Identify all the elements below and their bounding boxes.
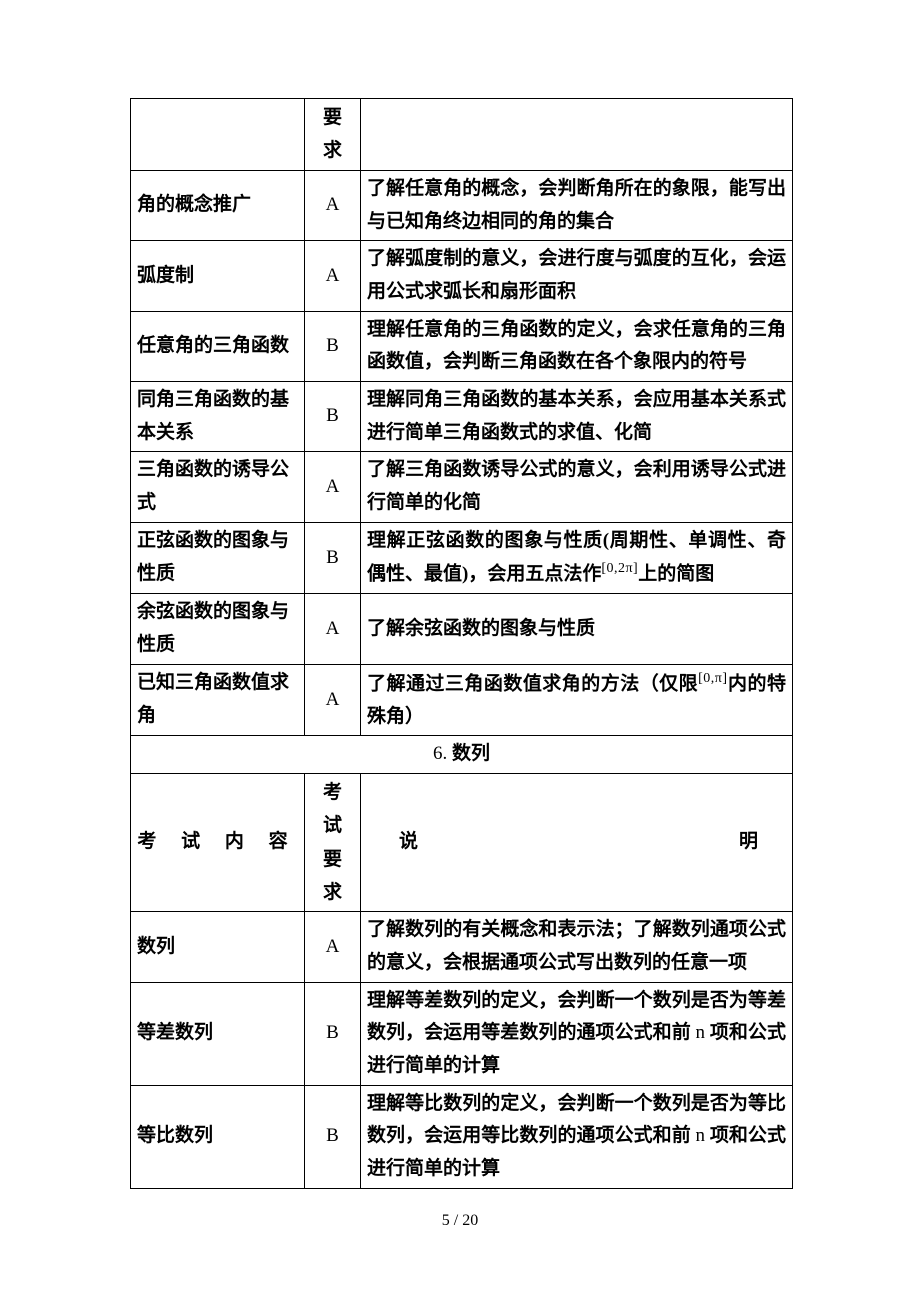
header-requirement: 要求 (305, 99, 361, 171)
section-header: 6. 数列 (131, 736, 793, 774)
syllabus-tbody: 要求角的概念推广A了解任意角的概念，会判断角所在的象限，能写出与已知角终边相同的… (131, 99, 793, 1189)
page-total: 20 (462, 1212, 478, 1229)
table-row: 要求 (131, 99, 793, 171)
requirement-cell: A (305, 664, 361, 736)
table-row: 角的概念推广A了解任意角的概念，会判断角所在的象限，能写出与已知角终边相同的角的… (131, 170, 793, 240)
requirement-cell: A (305, 170, 361, 240)
description-cell: 了解余弦函数的图象与性质 (361, 594, 793, 664)
topic-cell: 等差数列 (131, 982, 305, 1085)
table-row: 考 试 内 容考试要求说明 (131, 774, 793, 912)
table-row: 任意角的三角函数B理解任意角的三角函数的定义，会求任意角的三角函数值，会判断三角… (131, 311, 793, 381)
description-cell: 了解数列的有关概念和表示法；了解数列通项公式的意义，会根据通项公式写出数列的任意… (361, 912, 793, 982)
topic-cell: 角的概念推广 (131, 170, 305, 240)
topic-cell: 正弦函数的图象与性质 (131, 522, 305, 594)
description-cell: 理解任意角的三角函数的定义，会求任意角的三角函数值，会判断三角函数在各个象限内的… (361, 311, 793, 381)
table-row: 同角三角函数的基本关系B理解同角三角函数的基本关系，会应用基本关系式进行简单三角… (131, 381, 793, 451)
table-row: 等比数列B理解等比数列的定义，会判断一个数列是否为等比数列，会运用等比数列的通项… (131, 1085, 793, 1188)
table-row: 三角函数的诱导公式A了解三角函数诱导公式的意义，会利用诱导公式进行简单的化简 (131, 452, 793, 522)
description-cell: 了解通过三角函数值求角的方法（仅限[0,π]内的特殊角） (361, 664, 793, 736)
table-row: 6. 数列 (131, 736, 793, 774)
syllabus-table: 要求角的概念推广A了解任意角的概念，会判断角所在的象限，能写出与已知角终边相同的… (130, 98, 793, 1189)
topic-cell: 同角三角函数的基本关系 (131, 381, 305, 451)
table-row: 等差数列B理解等差数列的定义，会判断一个数列是否为等差数列，会运用等差数列的通项… (131, 982, 793, 1085)
requirement-cell: B (305, 1085, 361, 1188)
table-row: 余弦函数的图象与性质A了解余弦函数的图象与性质 (131, 594, 793, 664)
requirement-cell: B (305, 381, 361, 451)
description-cell: 理解同角三角函数的基本关系，会应用基本关系式进行简单三角函数式的求值、化简 (361, 381, 793, 451)
description-cell: 了解弧度制的意义，会进行度与弧度的互化，会运用公式求弧长和扇形面积 (361, 241, 793, 311)
description-cell: 理解正弦函数的图象与性质(周期性、单调性、奇偶性、最值)，会用五点法作[0,2π… (361, 522, 793, 594)
description-cell: 理解等差数列的定义，会判断一个数列是否为等差数列，会运用等差数列的通项公式和前 … (361, 982, 793, 1085)
page-number: 5 / 20 (0, 1212, 920, 1230)
topic-cell: 任意角的三角函数 (131, 311, 305, 381)
requirement-cell: A (305, 594, 361, 664)
header-desc-empty (361, 99, 793, 171)
topic-cell: 等比数列 (131, 1085, 305, 1188)
requirement-cell: A (305, 912, 361, 982)
topic-cell: 弧度制 (131, 241, 305, 311)
topic-cell: 余弦函数的图象与性质 (131, 594, 305, 664)
description-cell: 了解三角函数诱导公式的意义，会利用诱导公式进行简单的化简 (361, 452, 793, 522)
header-description: 说明 (361, 774, 793, 912)
page: 要求角的概念推广A了解任意角的概念，会判断角所在的象限，能写出与已知角终边相同的… (0, 0, 920, 1302)
table-row: 已知三角函数值求角A了解通过三角函数值求角的方法（仅限[0,π]内的特殊角） (131, 664, 793, 736)
page-sep: / (450, 1212, 462, 1229)
table-row: 弧度制A了解弧度制的意义，会进行度与弧度的互化，会运用公式求弧长和扇形面积 (131, 241, 793, 311)
header-topic-empty (131, 99, 305, 171)
topic-cell: 三角函数的诱导公式 (131, 452, 305, 522)
table-row: 正弦函数的图象与性质B理解正弦函数的图象与性质(周期性、单调性、奇偶性、最值)，… (131, 522, 793, 594)
header-content: 考 试 内 容 (131, 774, 305, 912)
description-cell: 理解等比数列的定义，会判断一个数列是否为等比数列，会运用等比数列的通项公式和前 … (361, 1085, 793, 1188)
requirement-cell: A (305, 452, 361, 522)
requirement-cell: B (305, 311, 361, 381)
topic-cell: 已知三角函数值求角 (131, 664, 305, 736)
topic-cell: 数列 (131, 912, 305, 982)
description-cell: 了解任意角的概念，会判断角所在的象限，能写出与已知角终边相同的角的集合 (361, 170, 793, 240)
requirement-cell: A (305, 241, 361, 311)
header-requirement: 考试要求 (305, 774, 361, 912)
table-row: 数列A了解数列的有关概念和表示法；了解数列通项公式的意义，会根据通项公式写出数列… (131, 912, 793, 982)
page-current: 5 (442, 1212, 450, 1229)
requirement-cell: B (305, 522, 361, 594)
requirement-cell: B (305, 982, 361, 1085)
